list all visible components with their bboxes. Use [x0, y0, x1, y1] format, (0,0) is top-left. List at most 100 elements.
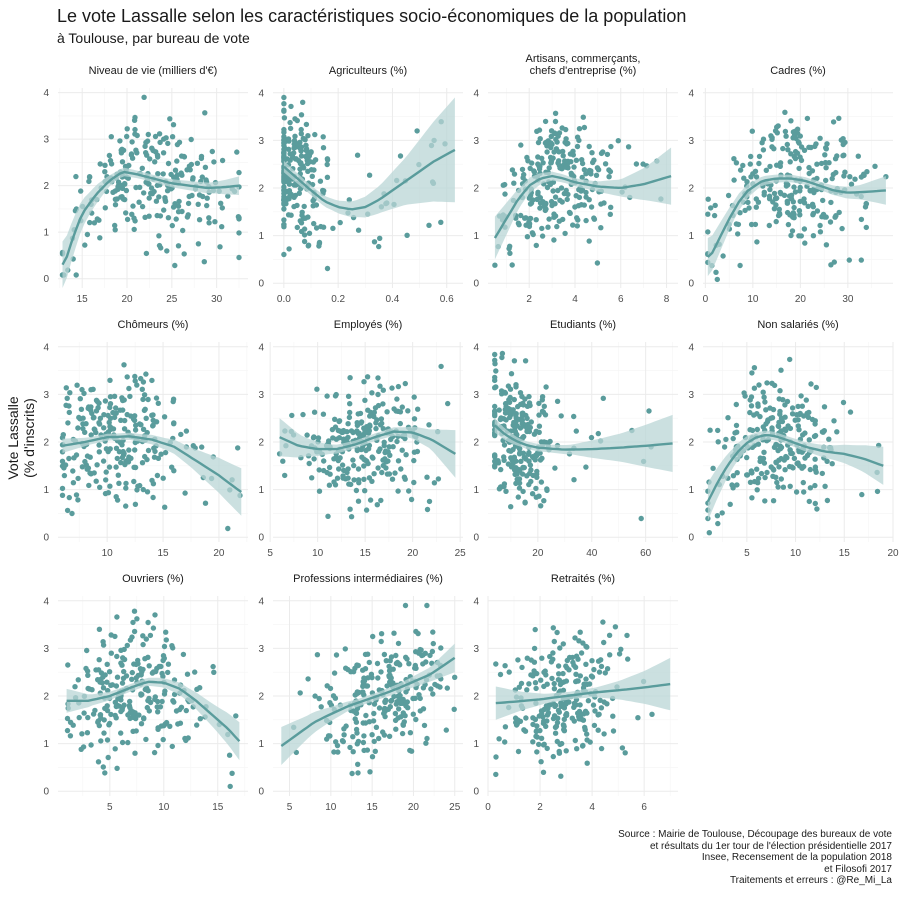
data-point — [790, 214, 796, 220]
data-point — [348, 514, 355, 520]
y-tick-label: 4 — [43, 88, 49, 99]
data-point — [522, 728, 529, 734]
data-point — [376, 705, 383, 711]
data-point — [365, 446, 372, 452]
data-point — [516, 446, 523, 452]
data-point — [283, 201, 289, 207]
data-point — [102, 398, 109, 404]
facet-title: Artisans, commerçants, — [526, 53, 641, 65]
data-point — [576, 137, 582, 144]
data-point — [492, 361, 498, 367]
caption-line: Source : Mairie de Toulouse, Découpage d… — [618, 829, 892, 840]
y-tick-label: 1 — [43, 485, 49, 496]
data-point — [552, 118, 559, 125]
data-point — [355, 227, 362, 233]
data-point — [538, 677, 544, 683]
data-point — [541, 403, 547, 409]
data-point — [492, 262, 498, 268]
data-point — [119, 680, 126, 686]
data-point — [764, 380, 770, 386]
data-point — [75, 475, 81, 482]
data-point — [395, 408, 401, 414]
data-point — [362, 666, 369, 672]
confidence-band — [707, 174, 886, 277]
data-point — [413, 649, 419, 655]
data-point — [114, 765, 120, 771]
data-point — [789, 405, 796, 411]
data-point — [81, 390, 87, 397]
data-point — [782, 128, 789, 135]
data-point — [760, 147, 767, 153]
data-point — [348, 669, 354, 675]
data-point — [298, 160, 304, 166]
data-point — [126, 447, 132, 453]
data-point — [305, 243, 311, 249]
data-point — [330, 693, 337, 699]
data-point — [796, 165, 802, 172]
data-point — [122, 196, 128, 203]
data-point — [602, 670, 608, 676]
data-point — [340, 427, 347, 434]
data-point — [386, 444, 392, 450]
data-point — [140, 486, 146, 493]
data-point — [77, 416, 83, 422]
data-point — [612, 624, 619, 630]
data-point — [767, 163, 773, 170]
data-point — [493, 384, 499, 390]
data-point — [131, 226, 137, 233]
data-point — [170, 122, 177, 128]
data-point — [139, 203, 146, 210]
data-point — [492, 403, 498, 410]
data-point — [69, 510, 75, 517]
data-point — [162, 504, 168, 510]
data-point — [536, 412, 542, 418]
data-point — [426, 222, 432, 228]
data-point — [406, 488, 412, 494]
data-point — [151, 749, 158, 756]
confidence-band — [66, 677, 240, 761]
data-point — [522, 500, 528, 506]
y-tick-label: 2 — [43, 438, 49, 449]
data-point — [332, 482, 339, 488]
data-point — [390, 666, 396, 672]
data-point — [98, 670, 105, 676]
data-point — [298, 126, 304, 133]
data-point — [320, 145, 327, 151]
data-point — [566, 667, 572, 673]
x-tick-label: 6 — [618, 294, 624, 305]
data-point — [350, 708, 356, 714]
data-point — [536, 400, 542, 407]
data-point — [552, 130, 558, 137]
data-point — [518, 458, 524, 464]
data-point — [774, 124, 780, 130]
data-point — [316, 488, 323, 494]
data-point — [326, 438, 332, 444]
data-point — [760, 455, 767, 462]
data-point — [291, 203, 297, 210]
data-point — [203, 177, 209, 183]
data-point — [157, 213, 164, 219]
data-point — [204, 202, 210, 209]
data-point — [111, 414, 118, 421]
data-point — [552, 465, 558, 471]
data-point — [708, 205, 714, 211]
data-point — [590, 159, 596, 166]
data-point — [513, 384, 519, 390]
data-point — [588, 204, 595, 210]
data-point — [493, 754, 499, 760]
data-point — [331, 749, 337, 755]
data-point — [796, 140, 802, 146]
data-point — [336, 466, 342, 472]
data-point — [349, 770, 355, 777]
data-point — [762, 498, 768, 504]
data-point — [112, 222, 118, 229]
data-point — [557, 165, 563, 171]
data-point — [397, 153, 404, 159]
data-point — [286, 246, 292, 252]
data-point — [492, 432, 498, 439]
data-point — [819, 214, 825, 220]
data-point — [410, 711, 416, 717]
data-point — [601, 200, 607, 206]
data-point — [754, 239, 760, 245]
